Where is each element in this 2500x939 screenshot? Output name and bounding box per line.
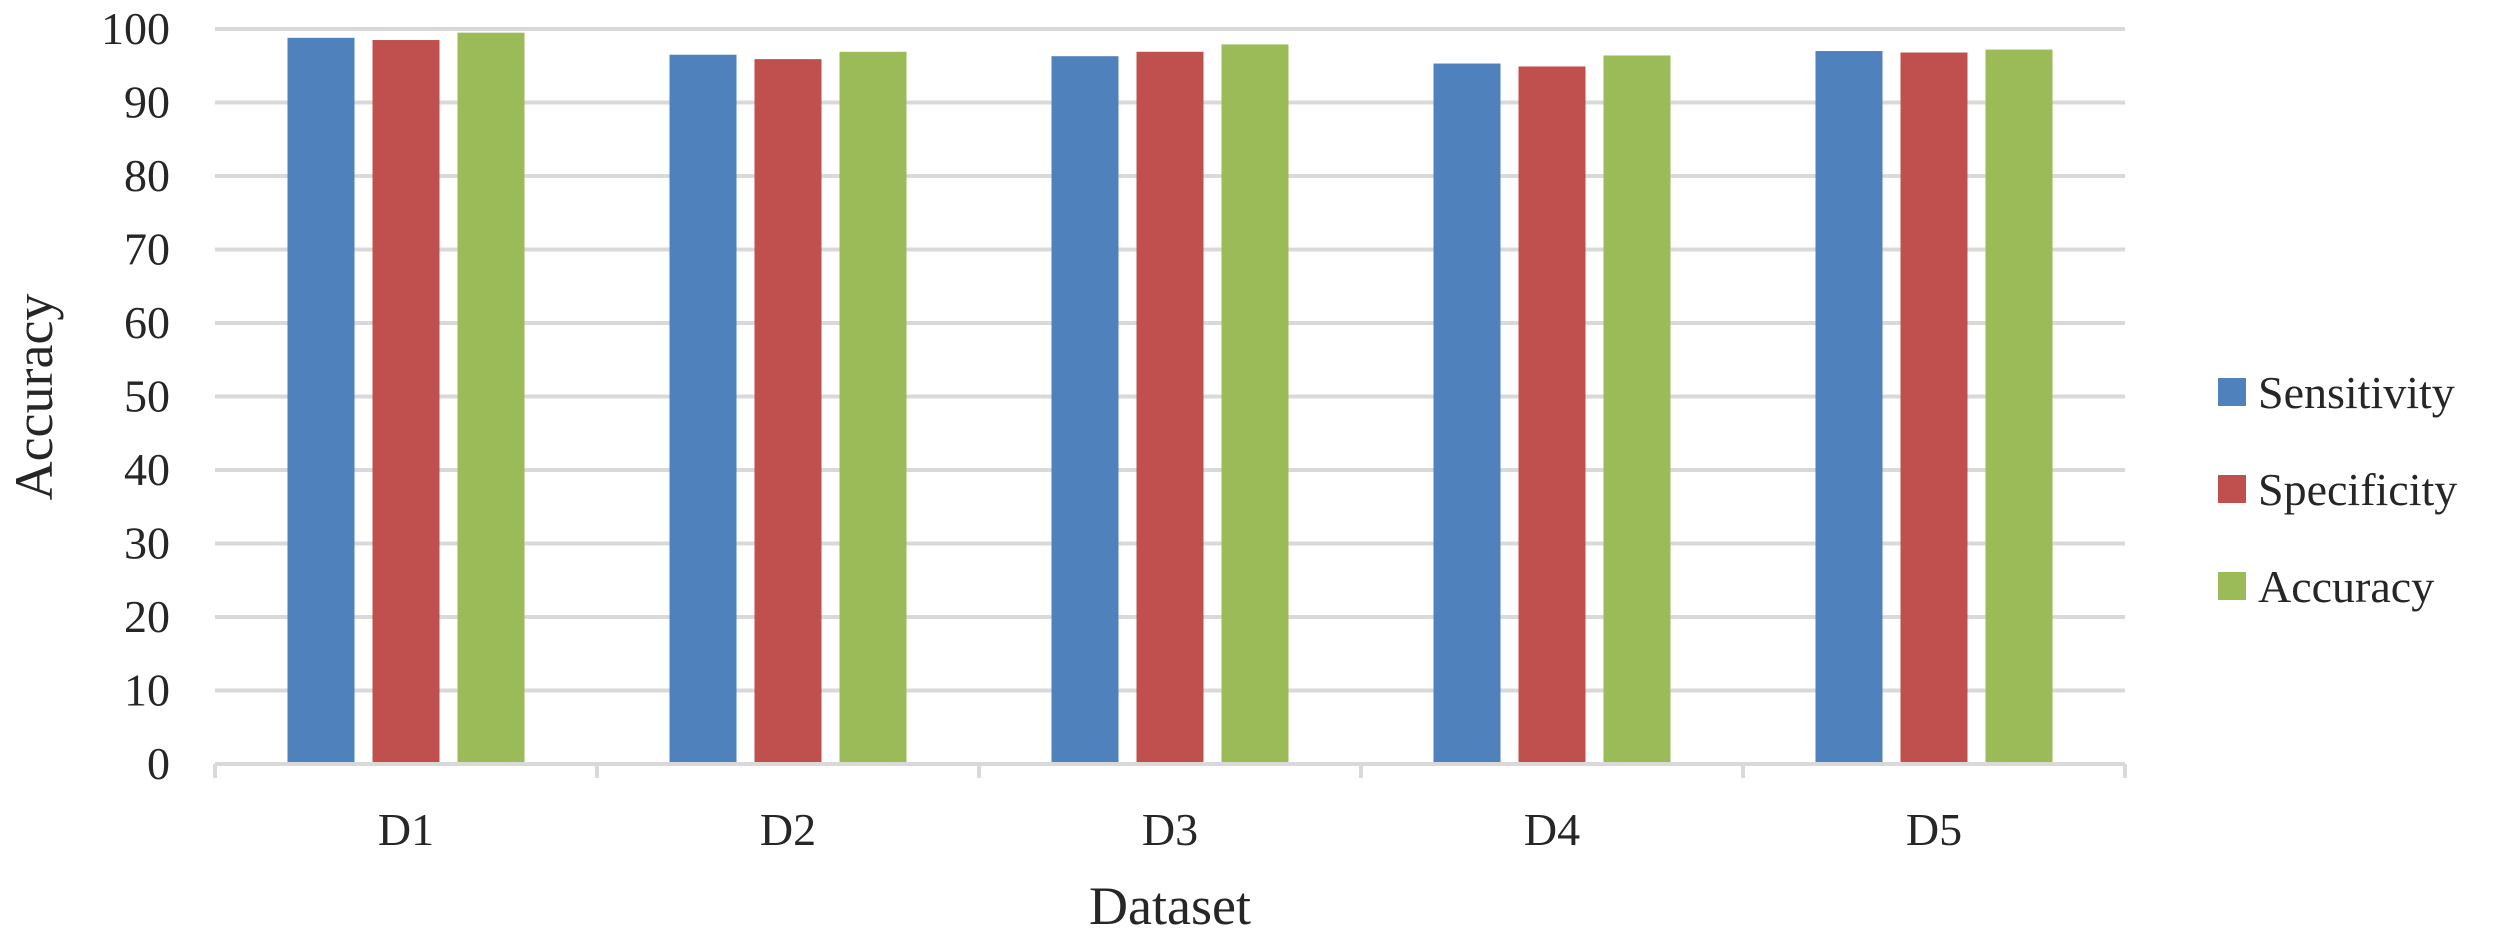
x-axis-title: Dataset — [1089, 876, 1251, 936]
bars — [287, 32, 2053, 765]
bar-sensitivity-d1 — [287, 37, 355, 764]
legend-swatch-specificity — [2218, 475, 2246, 503]
y-tick-label: 20 — [124, 591, 170, 642]
bar-specificity-d3 — [1136, 51, 1204, 765]
y-axis: 0 10 20 30 40 50 60 70 80 90 100 — [101, 3, 170, 789]
bar-accuracy-d1 — [457, 32, 525, 765]
y-tick-label: 0 — [147, 738, 170, 789]
bar-specificity-d2 — [754, 59, 822, 764]
bar-specificity-d4 — [1518, 66, 1586, 765]
legend-label-accuracy: Accuracy — [2258, 561, 2434, 612]
bar-sensitivity-d5 — [1815, 51, 1883, 765]
bar-accuracy-d3 — [1221, 44, 1289, 765]
x-axis: D1 D2 D3 D4 D5 — [213, 762, 2127, 855]
legend-label-sensitivity: Sensitivity — [2258, 367, 2455, 418]
bar-accuracy-d5 — [1985, 49, 2053, 764]
bar-sensitivity-d3 — [1051, 56, 1119, 764]
bar-accuracy-d2 — [839, 51, 907, 765]
y-tick-label: 50 — [124, 371, 170, 422]
bar-sensitivity-d2 — [669, 54, 737, 765]
x-tick-label: D1 — [378, 804, 434, 855]
x-tick-label: D4 — [1524, 804, 1580, 855]
bar-specificity-d5 — [1900, 52, 1968, 764]
bar-accuracy-d4 — [1603, 55, 1671, 764]
legend-swatch-sensitivity — [2218, 378, 2246, 406]
bar-sensitivity-d4 — [1433, 63, 1501, 765]
y-tick-label: 70 — [124, 224, 170, 275]
legend-label-specificity: Specificity — [2258, 464, 2457, 515]
y-tick-label: 60 — [124, 297, 170, 348]
y-tick-label: 80 — [124, 150, 170, 201]
y-tick-label: 100 — [101, 3, 170, 54]
legend-swatch-accuracy — [2218, 572, 2246, 600]
x-tick-label: D2 — [760, 804, 816, 855]
y-tick-label: 30 — [124, 518, 170, 569]
y-tick-label: 90 — [124, 77, 170, 128]
x-tick-label: D5 — [1906, 804, 1962, 855]
x-tick-label: D3 — [1142, 804, 1198, 855]
legend: Sensitivity Specificity Accuracy — [2218, 367, 2457, 612]
y-tick-label: 40 — [124, 444, 170, 495]
bar-specificity-d1 — [372, 40, 440, 764]
y-tick-label: 10 — [124, 665, 170, 716]
y-axis-title: Accuracy — [4, 294, 64, 501]
